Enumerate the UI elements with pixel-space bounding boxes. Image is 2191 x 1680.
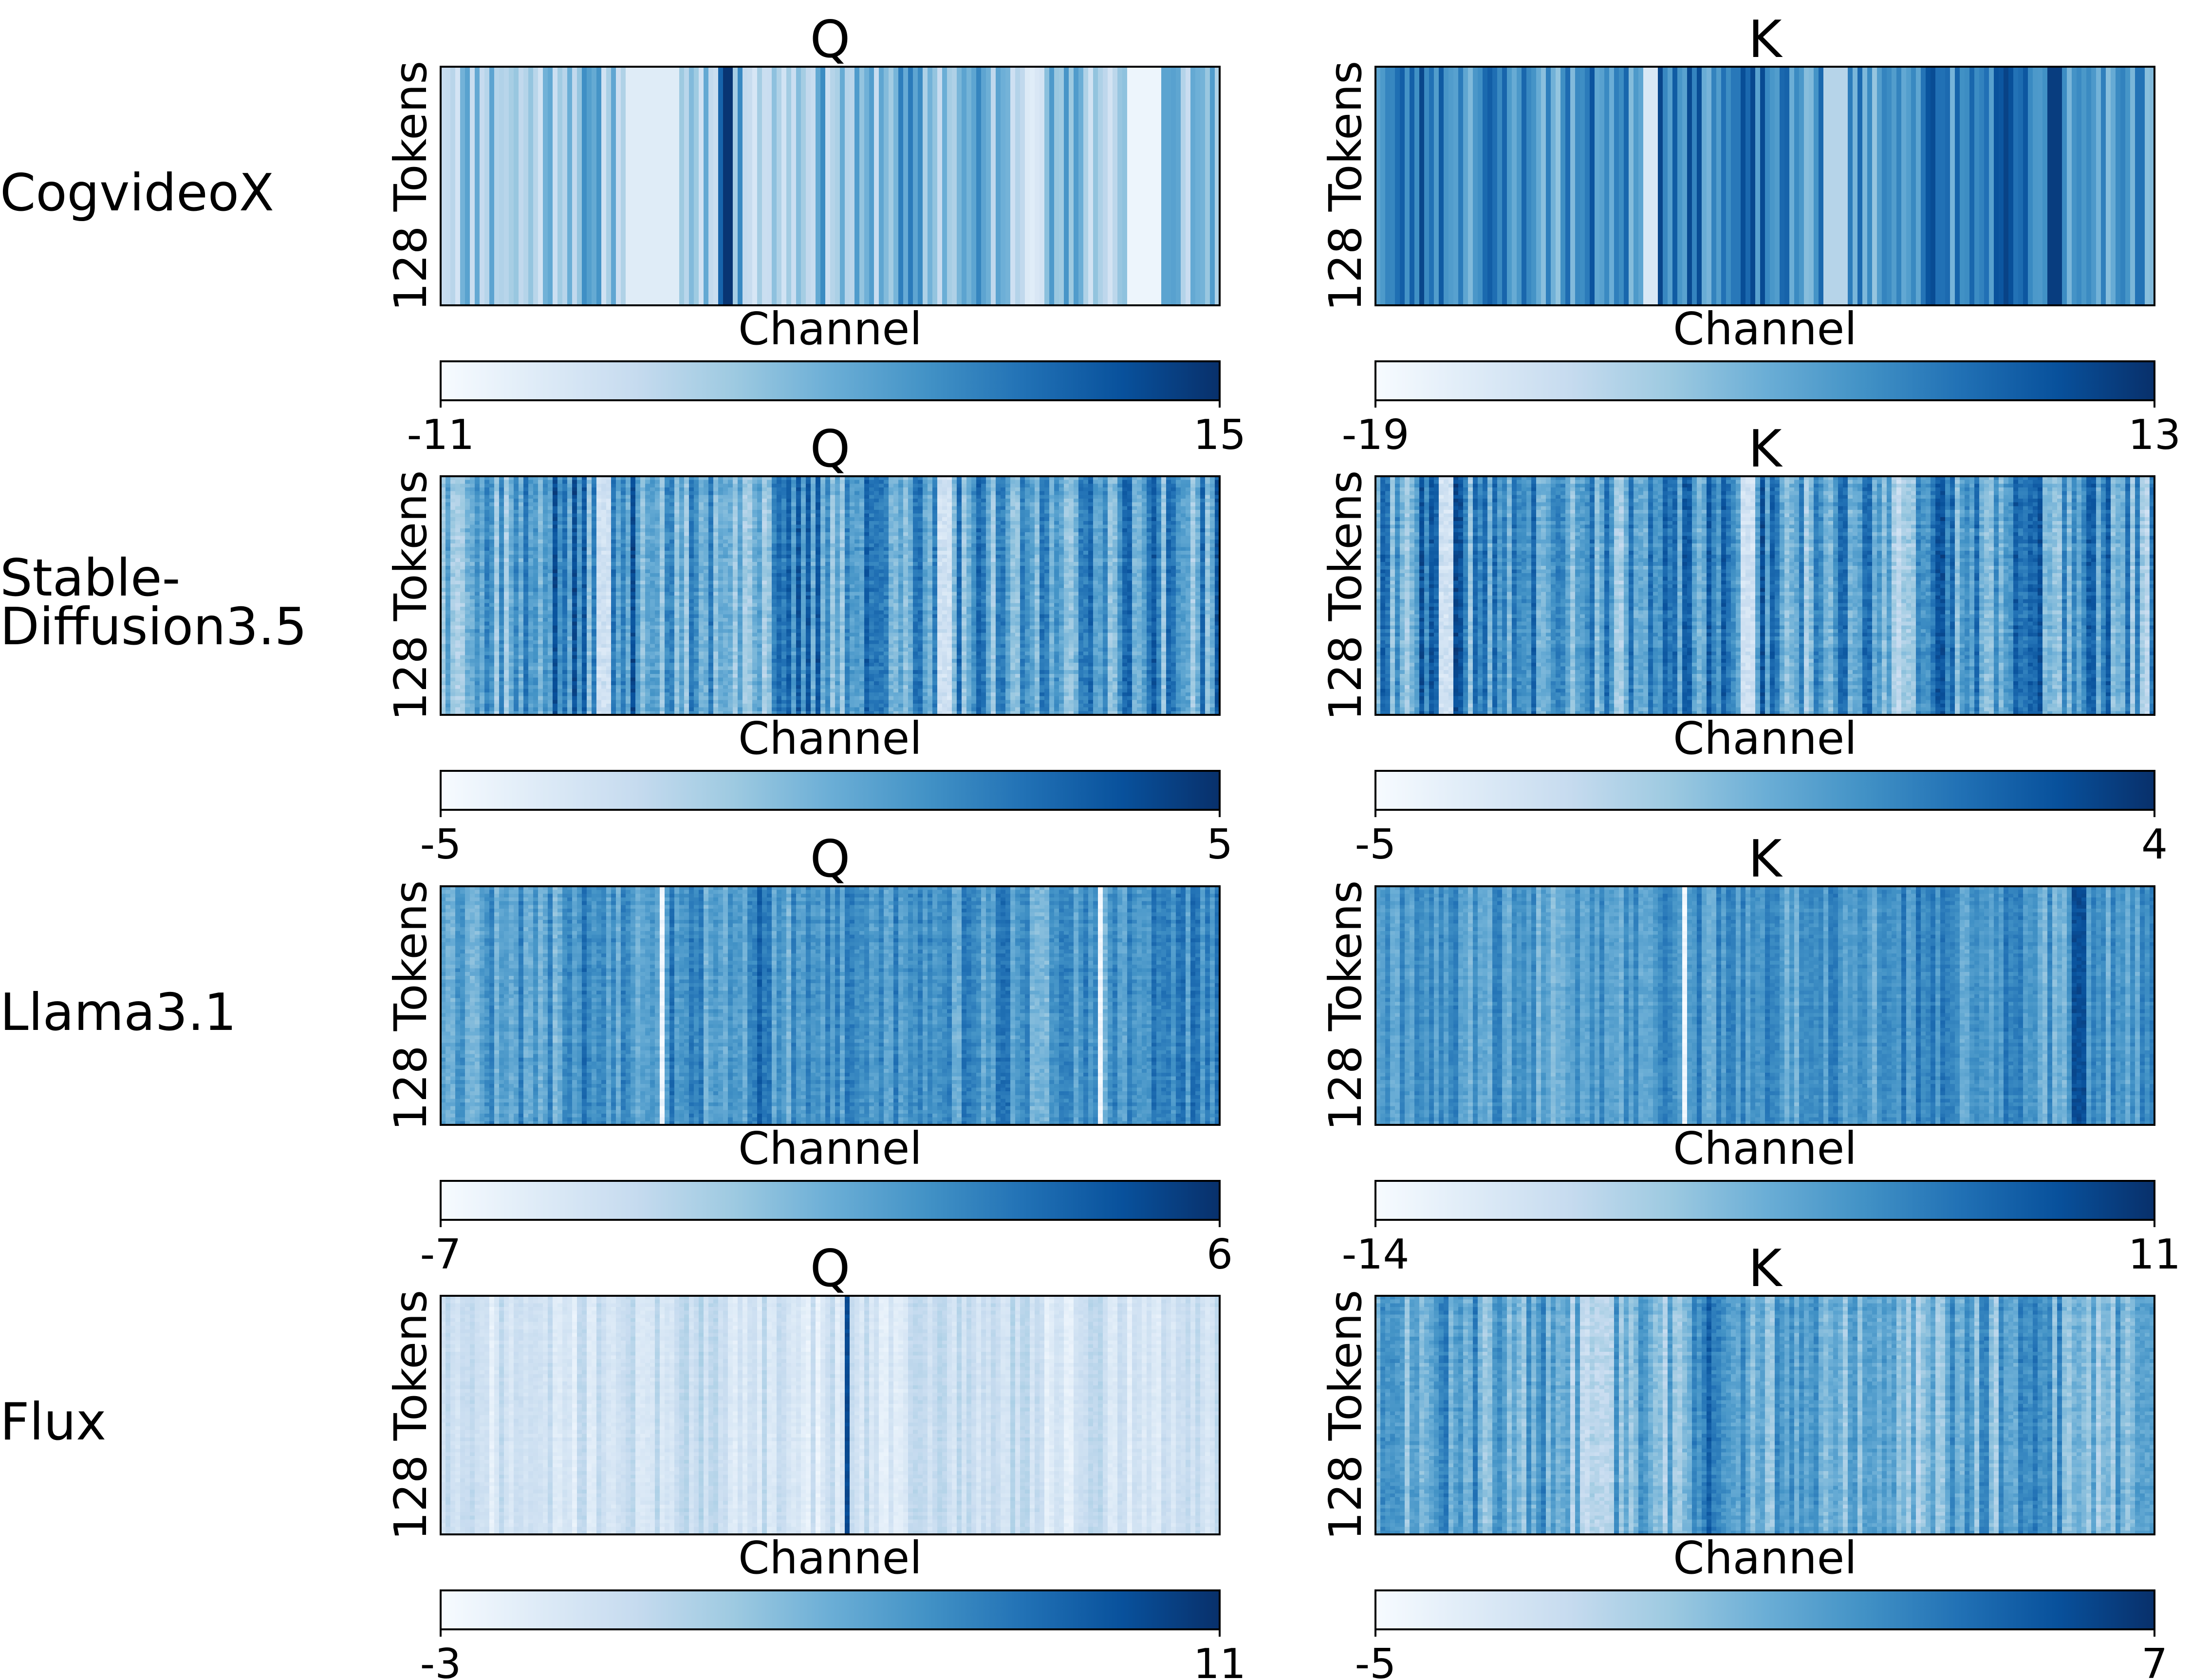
- x-axis-label: Channel: [738, 1532, 922, 1584]
- colorbar-max-label: 11: [2128, 1231, 2181, 1279]
- colorbar-max-label: 11: [1193, 1640, 1246, 1680]
- colorbar: [440, 1180, 1221, 1221]
- colorbar-max-label: 6: [1207, 1231, 1233, 1279]
- colorbar: [1374, 1589, 2155, 1630]
- colorbar-max-label: 13: [2128, 411, 2181, 459]
- heatmap-cells: [441, 67, 1220, 305]
- heatmap-frame: [440, 475, 1221, 716]
- panel-title: K: [1748, 829, 1783, 889]
- colorbar-max-label: 5: [1207, 821, 1233, 869]
- x-axis-label: Channel: [1673, 712, 1857, 765]
- heatmap-cells: [441, 1296, 1220, 1534]
- heatmap-cells: [1375, 1296, 2154, 1534]
- y-axis-label: 128 Tokens: [1319, 61, 1372, 312]
- colorbar: [1374, 1180, 2155, 1221]
- colorbar: [1374, 770, 2155, 811]
- heatmap-cells: [441, 476, 1220, 715]
- colorbar: [1374, 360, 2155, 401]
- x-axis-label: Channel: [738, 1122, 922, 1175]
- heatmap-frame: [440, 1295, 1221, 1535]
- y-axis-label: 128 Tokens: [1319, 880, 1372, 1131]
- heatmap-cells: [1375, 886, 2154, 1125]
- panel-title: K: [1748, 419, 1783, 479]
- colorbar-max-label: 7: [2141, 1640, 2168, 1680]
- x-axis-label: Channel: [1673, 1122, 1857, 1175]
- panel-title: Q: [810, 829, 851, 889]
- heatmap-frame: [440, 66, 1221, 306]
- panel-title: K: [1748, 10, 1783, 69]
- colorbar: [440, 360, 1221, 401]
- colorbar-min-label: -11: [407, 411, 475, 459]
- colorbar-min-label: -5: [1355, 821, 1396, 869]
- y-axis-label: 128 Tokens: [1319, 1290, 1372, 1541]
- panel-title: K: [1748, 1239, 1783, 1298]
- heatmap-frame: [1374, 475, 2155, 716]
- colorbar-min-label: -5: [1355, 1640, 1396, 1680]
- x-axis-label: Channel: [738, 303, 922, 355]
- x-axis-label: Channel: [738, 712, 922, 765]
- heatmap-frame: [440, 885, 1221, 1126]
- y-axis-label: 128 Tokens: [385, 1290, 437, 1541]
- y-axis-label: 128 Tokens: [385, 880, 437, 1131]
- panel-title: Q: [810, 1239, 851, 1298]
- heatmap-cells: [441, 886, 1220, 1125]
- y-axis-label: 128 Tokens: [385, 61, 437, 312]
- heatmap-cells: [1375, 67, 2154, 305]
- colorbar-min-label: -5: [420, 821, 462, 869]
- panel-title: Q: [810, 419, 851, 479]
- colorbar-min-label: -19: [1342, 411, 1410, 459]
- colorbar-min-label: -3: [420, 1640, 462, 1680]
- colorbar-max-label: 4: [2141, 821, 2168, 869]
- model-label: Stable-Diffusion3.5: [0, 548, 307, 656]
- y-axis-label: 128 Tokens: [1319, 470, 1372, 721]
- colorbar-min-label: -7: [420, 1231, 462, 1279]
- colorbar-max-label: 15: [1193, 411, 1246, 459]
- heatmap-frame: [1374, 1295, 2155, 1535]
- model-label: Llama3.1: [0, 983, 237, 1042]
- heatmap-cells: [1375, 476, 2154, 715]
- colorbar-min-label: -14: [1342, 1231, 1410, 1279]
- y-axis-label: 128 Tokens: [385, 470, 437, 721]
- x-axis-label: Channel: [1673, 303, 1857, 355]
- colorbar: [440, 770, 1221, 811]
- model-label: Flux: [0, 1392, 106, 1452]
- colorbar: [440, 1589, 1221, 1630]
- heatmap-frame: [1374, 885, 2155, 1126]
- panel-title: Q: [810, 10, 851, 69]
- heatmap-frame: [1374, 66, 2155, 306]
- model-label: CogvideoX: [0, 163, 274, 223]
- x-axis-label: Channel: [1673, 1532, 1857, 1584]
